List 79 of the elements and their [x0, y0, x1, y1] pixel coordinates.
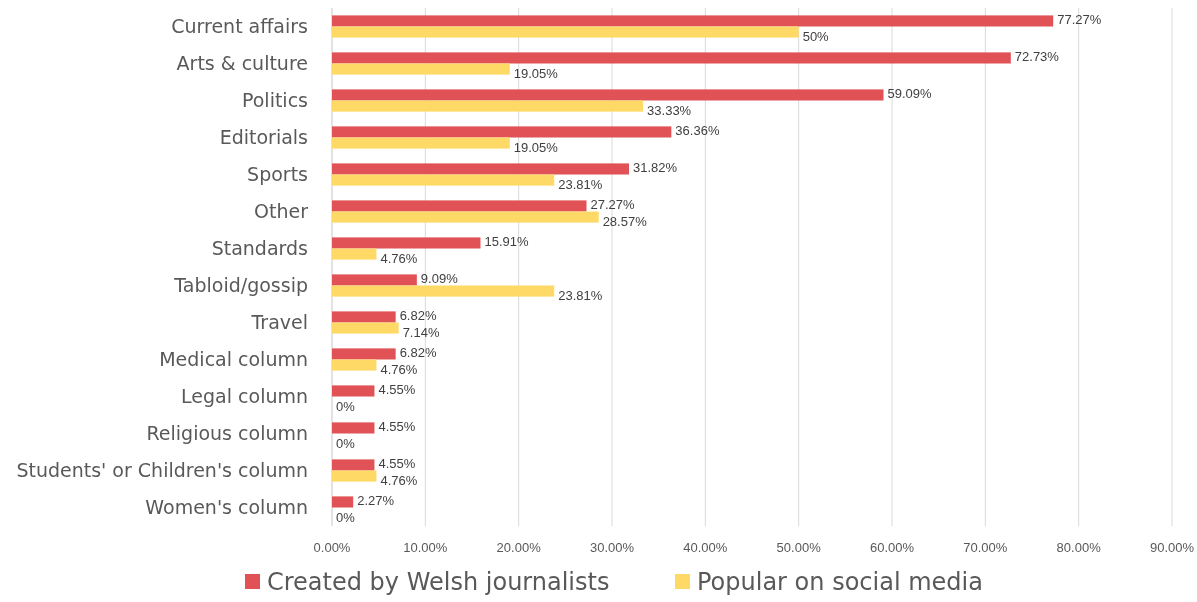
- bar: [332, 200, 587, 212]
- x-tick-label: 70.00%: [963, 540, 1008, 555]
- bar: [332, 211, 599, 223]
- y-tick-label: Arts & culture: [176, 52, 308, 75]
- data-label: 50%: [802, 28, 830, 44]
- bar: [332, 274, 417, 286]
- bar: [332, 359, 377, 371]
- y-tick-label: Politics: [241, 89, 308, 112]
- data-label: 72.73%: [1014, 48, 1060, 64]
- data-label: 4.55%: [378, 455, 416, 471]
- data-label: 4.76%: [380, 472, 418, 488]
- x-tick-label: 50.00%: [776, 540, 822, 555]
- y-tick-label: Current affairs: [171, 15, 308, 38]
- data-label: 28.57%: [602, 213, 648, 229]
- y-tick-label: Sports: [247, 163, 308, 186]
- data-label: 4.76%: [380, 250, 418, 266]
- bar: [332, 174, 555, 186]
- y-tick-label: Religious column: [146, 422, 308, 445]
- data-label: 36.36%: [675, 122, 720, 138]
- data-label: 23.81%: [558, 176, 603, 192]
- data-label: 0%: [336, 509, 356, 525]
- data-label: 4.76%: [380, 361, 418, 377]
- x-tick-label: 20.00%: [496, 540, 542, 555]
- bar: [332, 496, 354, 508]
- bar: [332, 285, 555, 297]
- bar: [332, 311, 396, 323]
- bar: [332, 126, 672, 138]
- data-label: 6.82%: [399, 344, 437, 360]
- bar: [332, 163, 629, 175]
- legend-label: Popular on social media: [697, 568, 983, 597]
- bar: [332, 422, 375, 434]
- bar: [332, 63, 510, 75]
- data-label: 0%: [336, 398, 356, 414]
- y-tick-label: Medical column: [159, 348, 308, 371]
- data-label: 15.91%: [484, 233, 530, 249]
- y-tick-label: Legal column: [181, 385, 308, 408]
- data-label: 4.55%: [378, 381, 416, 397]
- data-label: 0%: [336, 435, 356, 451]
- data-label: 77.27%: [1057, 11, 1102, 27]
- data-label: 23.81%: [558, 287, 603, 303]
- data-label: 4.55%: [378, 418, 416, 434]
- bar: [332, 100, 644, 112]
- y-tick-label: Standards: [211, 237, 308, 260]
- data-label: 59.09%: [887, 85, 933, 101]
- y-tick-label: Other: [254, 200, 309, 223]
- bar: [332, 237, 481, 249]
- bar: [332, 248, 377, 260]
- bar: [332, 89, 884, 101]
- bar: [332, 137, 510, 149]
- x-tick-label: 90.00%: [1149, 540, 1195, 555]
- data-label: 19.05%: [513, 139, 559, 155]
- data-label: 27.27%: [590, 196, 636, 212]
- data-label: 6.82%: [399, 307, 437, 323]
- bar: [332, 348, 396, 360]
- data-label: 7.14%: [402, 324, 440, 340]
- bar: [332, 470, 377, 482]
- bar: [332, 459, 375, 471]
- x-tick-label: 30.00%: [589, 540, 635, 555]
- data-label: 33.33%: [647, 102, 692, 118]
- x-tick-label: 0.00%: [313, 540, 351, 555]
- bar: [332, 52, 1011, 64]
- bar: [332, 322, 399, 334]
- x-tick-label: 40.00%: [683, 540, 728, 555]
- data-label: 31.82%: [632, 159, 678, 175]
- data-label: 19.05%: [513, 65, 559, 81]
- bar: [332, 385, 375, 397]
- x-tick-label: 10.00%: [403, 540, 448, 555]
- legend-label: Created by Welsh journalists: [267, 568, 610, 597]
- bar: [332, 15, 1054, 27]
- data-label: 2.27%: [357, 492, 395, 508]
- x-tick-label: 60.00%: [869, 540, 915, 555]
- data-label: 9.09%: [420, 270, 459, 286]
- y-tick-label: Tabloid/gossip: [173, 274, 308, 297]
- y-tick-label: Students' or Children's column: [16, 459, 308, 482]
- bar: [332, 26, 799, 38]
- y-tick-label: Women's column: [145, 496, 308, 519]
- y-tick-label: Travel: [250, 311, 308, 334]
- y-tick-label: Editorials: [219, 126, 308, 149]
- x-tick-label: 80.00%: [1056, 540, 1102, 555]
